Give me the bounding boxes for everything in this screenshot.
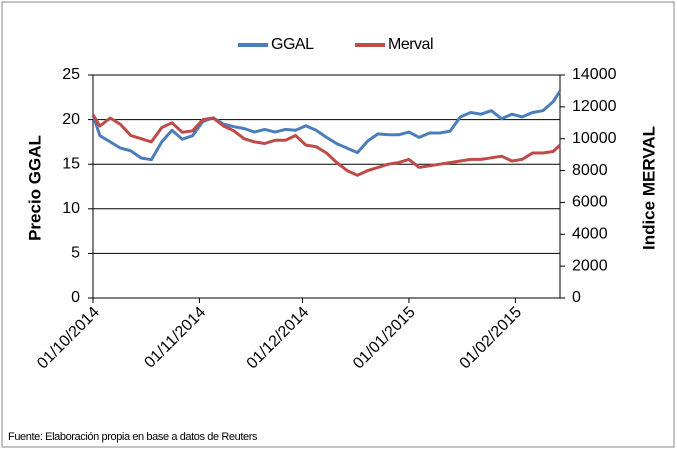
y-tick-label: 10 [62,200,80,217]
y-tick-label: 15 [62,155,80,172]
y2-tick-label: 6000 [572,194,608,211]
legend-label: Merval [388,36,433,53]
source-note: Fuente: Elaboración propia en base a dat… [8,431,258,443]
y-tick-label: 20 [62,111,80,128]
y2-tick-label: 8000 [572,162,608,179]
legend-label: GGAL [271,36,314,53]
y2-tick-label: 12000 [572,98,617,115]
series-line [91,114,562,177]
y2-tick-label: 10000 [572,130,617,147]
y2-axis-title: Indice MERVAL [639,126,658,250]
y-tick-label: 25 [62,66,80,83]
y2-tick-label: 2000 [572,257,608,274]
y2-tick-label: 0 [572,289,581,306]
y2-tick-label: 4000 [572,226,608,243]
y2-tick-label: 14000 [572,66,617,83]
y-axis-title: Precio GGAL [25,135,44,241]
series-line [91,90,562,162]
y-tick-label: 0 [71,289,80,306]
y-tick-label: 5 [71,245,80,262]
